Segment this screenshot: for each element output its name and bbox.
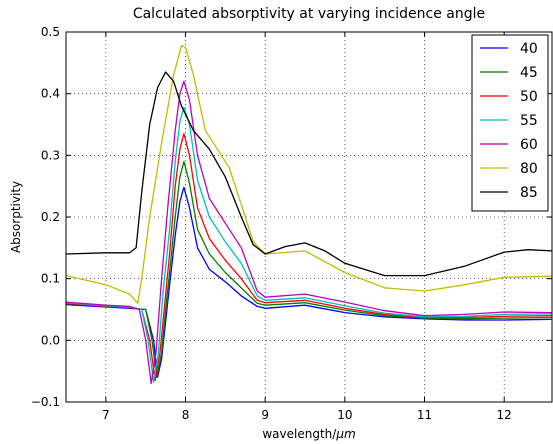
- y-tick-label: −0.1: [31, 395, 60, 409]
- legend-label: 55: [520, 113, 538, 129]
- series-line-40: [66, 186, 553, 378]
- axis-ticks: 7 8 9 10 11 12 −0.1 0.0 0.1 0.2 0.3 0.4 0.5: [31, 25, 552, 422]
- y-tick-label: 0.0: [41, 333, 60, 347]
- series-line-80: [66, 44, 553, 304]
- y-axis-label: Absorptivity: [9, 181, 23, 253]
- y-tick-label: 0.3: [41, 148, 60, 162]
- grid: [66, 32, 552, 402]
- x-tick-label: 8: [182, 408, 190, 422]
- legend-label: 45: [520, 65, 538, 81]
- series-lines: [66, 44, 553, 385]
- legend-label: 80: [520, 161, 538, 177]
- chart-title: Calculated absorptivity at varying incid…: [133, 6, 485, 22]
- y-tick-label: 0.4: [41, 87, 60, 101]
- y-tick-label: 0.5: [41, 25, 60, 39]
- y-tick-label: 0.2: [41, 210, 60, 224]
- legend: 40 45 50 55 60 80 85: [471, 34, 549, 212]
- x-tick-label: 9: [261, 408, 269, 422]
- series-line-45: [66, 160, 553, 378]
- x-tick-label: 11: [417, 408, 432, 422]
- x-axis-label: wavelength/μm: [262, 427, 355, 441]
- series-line-60: [66, 80, 553, 385]
- x-tick-label: 10: [337, 408, 352, 422]
- series-line-50: [66, 133, 553, 382]
- y-tick-label: 0.1: [41, 272, 60, 286]
- series-line-55: [66, 106, 553, 383]
- x-tick-label: 12: [497, 408, 512, 422]
- x-tick-label: 7: [102, 408, 110, 422]
- x-axis-label-text: wavelength/: [262, 427, 337, 441]
- legend-box: [471, 34, 549, 212]
- legend-label: 60: [520, 137, 538, 153]
- legend-label: 50: [520, 89, 538, 105]
- legend-label: 40: [520, 41, 538, 57]
- series-line-85: [66, 71, 553, 277]
- legend-label: 85: [520, 185, 538, 201]
- x-axis-label-unit: μm: [335, 427, 355, 441]
